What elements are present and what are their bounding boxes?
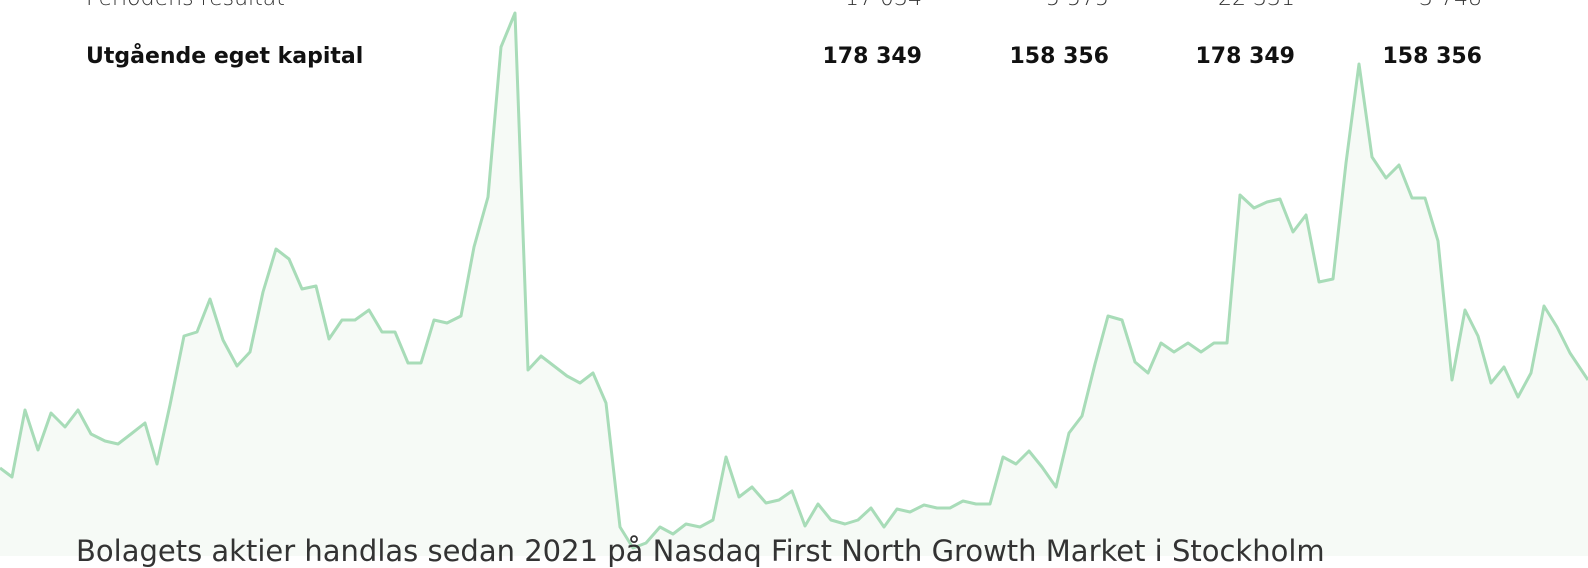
area-fill — [0, 13, 1588, 556]
cell: -22 331 — [1115, 0, 1295, 11]
cell: 158 356 — [1009, 44, 1109, 69]
cell: 178 349 — [822, 44, 922, 69]
row-label: Utgående eget kapital — [86, 44, 364, 69]
cell: 178 349 — [1195, 44, 1295, 69]
table-row: Periodens resultat 17 034 5 575 -22 331 3 74… — [0, 0, 1588, 16]
paragraph: Bolagets aktier handlas sedan 2021 på Na… — [76, 534, 1325, 568]
decorative-line — [0, 11, 1588, 556]
cell: 3 748 — [1302, 0, 1482, 11]
row-label: Periodens resultat — [86, 0, 285, 11]
cell: 5 575 — [929, 0, 1109, 11]
cell: 158 356 — [1382, 44, 1482, 69]
table-row: Utgående eget kapital 178 349 158 356 178 3… — [0, 44, 1588, 74]
line — [0, 11, 1588, 550]
cell: 17 034 — [742, 0, 922, 11]
